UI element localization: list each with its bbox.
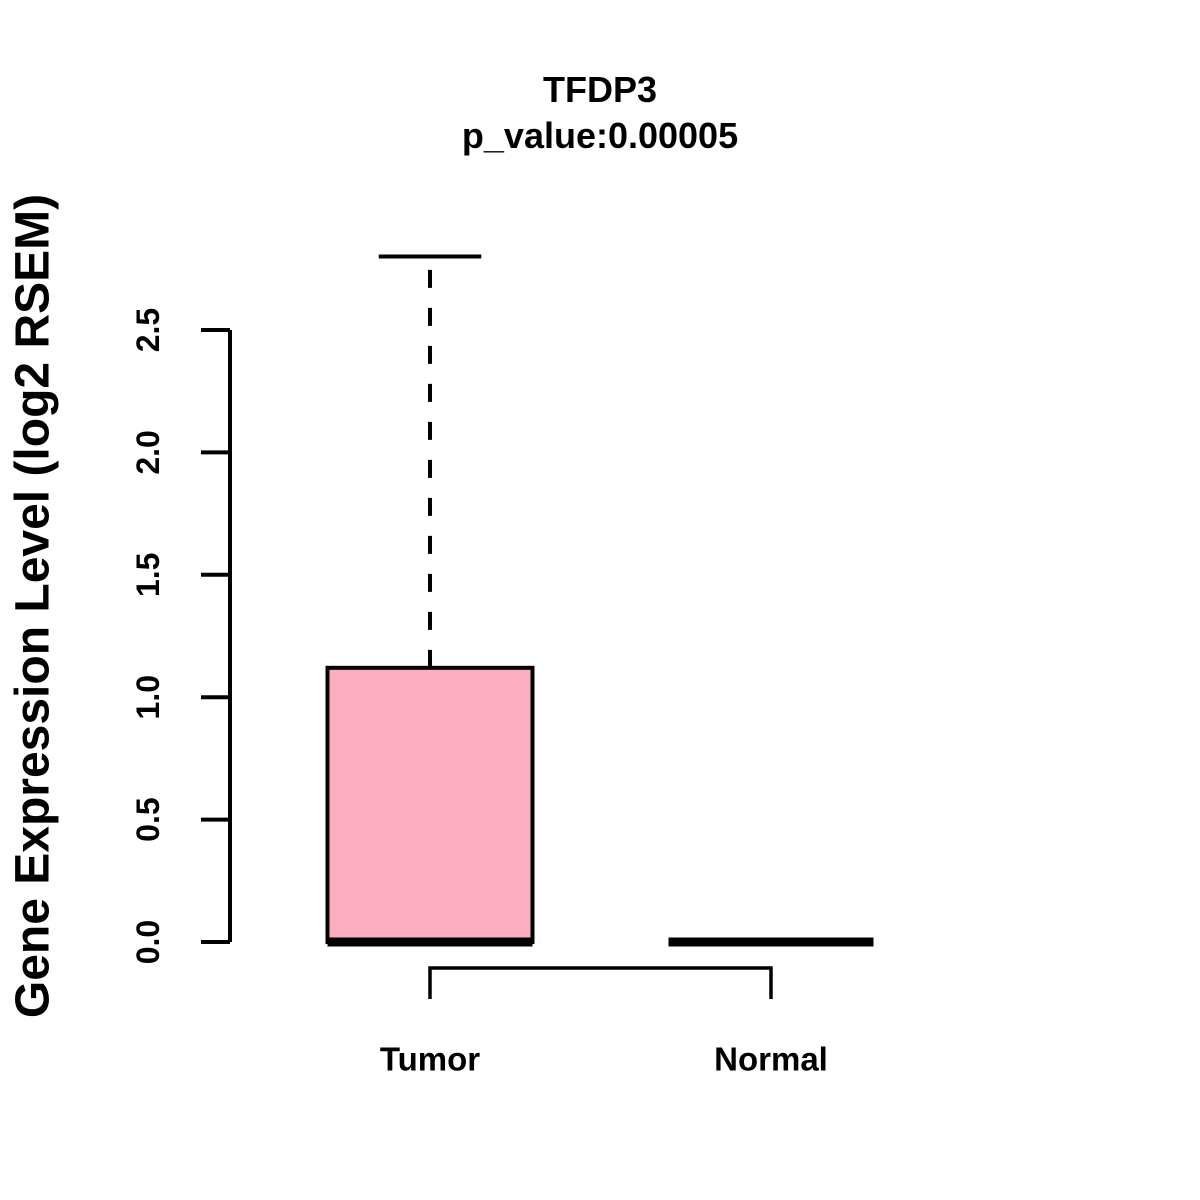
y-tick-label: 2.0	[130, 430, 166, 474]
iqr-box-tumor	[325, 665, 535, 944]
y-tick-label: 1.0	[130, 675, 166, 719]
x-category-label-tumor: Tumor	[380, 1041, 480, 1078]
y-tick-label: 0.5	[130, 797, 166, 841]
chart-title: TFDP3	[542, 69, 657, 110]
x-category-label-normal: Normal	[714, 1041, 828, 1078]
comparison-bracket	[428, 966, 773, 999]
y-tick-label: 0.0	[130, 920, 166, 964]
chart-subtitle-pvalue: p_value:0.00005	[461, 115, 739, 156]
y-tick-label: 2.5	[130, 308, 166, 352]
y-tick-label: 1.5	[130, 553, 166, 597]
